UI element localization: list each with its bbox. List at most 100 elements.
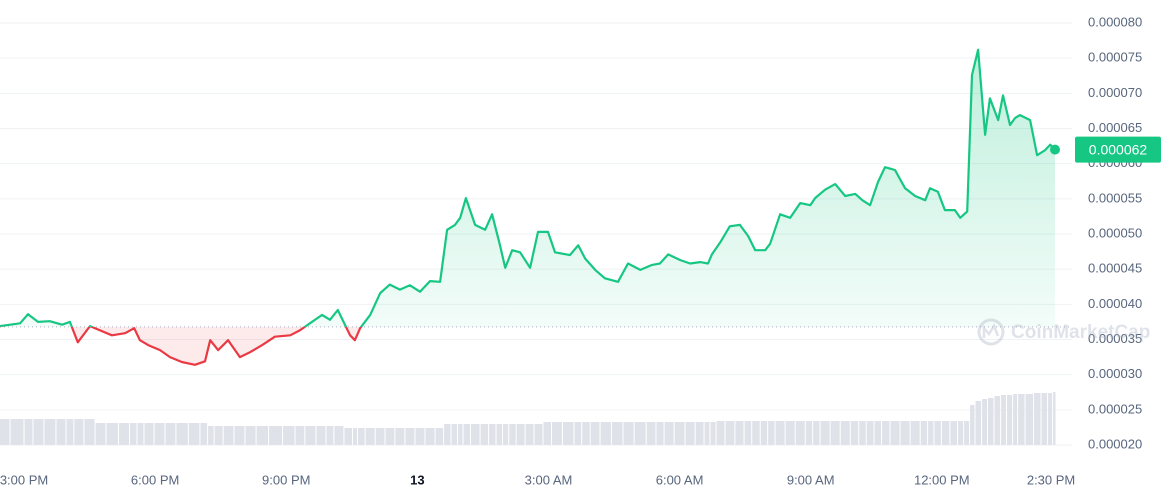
watermark-logo-mark — [982, 323, 1000, 338]
y-tick-label: 0.000035 — [1088, 331, 1142, 346]
y-tick-label: 0.000065 — [1088, 120, 1142, 135]
volume-bar — [269, 426, 283, 445]
y-tick-label: 0.000070 — [1088, 85, 1142, 100]
volume-bar — [200, 423, 208, 445]
volume-bar — [56, 419, 66, 445]
volume-bar — [66, 419, 74, 445]
volume-bar — [820, 421, 830, 445]
y-tick-label: 0.000050 — [1088, 225, 1142, 240]
price-line-up — [0, 48, 1056, 327]
volume-bar — [859, 421, 866, 445]
volume-bar — [590, 422, 600, 445]
volume-bar — [695, 422, 704, 445]
volume-bar — [685, 422, 695, 445]
volume-bar — [600, 422, 611, 445]
y-tick-label: 0.000075 — [1088, 50, 1142, 65]
volume-bar — [950, 421, 958, 445]
volume-bar — [458, 424, 463, 445]
volume-bar — [611, 422, 623, 445]
volume-bar — [1025, 394, 1034, 445]
volume-bar — [385, 428, 395, 445]
volume-bar — [562, 422, 574, 445]
volume-bar — [920, 421, 928, 445]
volume-bar — [1018, 394, 1025, 445]
volume-bar — [463, 424, 470, 445]
volume-bar — [704, 422, 710, 445]
y-tick-label: 0.000030 — [1088, 366, 1142, 381]
volume-bar — [970, 405, 975, 445]
volume-bar — [44, 419, 56, 445]
volume-bar — [574, 422, 582, 445]
volume-bar — [928, 421, 934, 445]
volume-bar — [768, 421, 775, 445]
volume-bar — [785, 421, 795, 445]
volume-bar — [352, 428, 357, 445]
volume-bar — [256, 426, 269, 445]
volume-bar — [444, 424, 451, 445]
volume-bar — [316, 426, 326, 445]
volume-bar — [900, 421, 910, 445]
volume-bar — [144, 423, 154, 445]
volume-bar — [1053, 392, 1056, 445]
volume-bar — [405, 428, 415, 445]
volume-bar — [664, 422, 674, 445]
volume-bar — [480, 424, 489, 445]
volume-bar — [1006, 395, 1013, 445]
volume-bar — [1034, 393, 1041, 445]
volume-bar — [805, 421, 813, 445]
watermark: CoinMarketCap — [977, 318, 1150, 346]
y-tick-label: 0.000020 — [1088, 436, 1142, 451]
volume-bar — [866, 421, 874, 445]
volume-bar — [760, 421, 768, 445]
volume-bar — [130, 423, 137, 445]
volume-bar — [941, 421, 950, 445]
volume-bar — [725, 421, 735, 445]
volume-bar — [365, 428, 375, 445]
y-tick-label: 0.000025 — [1088, 401, 1142, 416]
volume-bar — [795, 421, 805, 445]
volume-bar — [425, 428, 435, 445]
y-tick-label: 0.000080 — [1088, 14, 1142, 29]
x-tick-label: 9:00 PM — [262, 472, 310, 487]
volume-bar — [245, 426, 256, 445]
volume-bar — [987, 398, 994, 445]
volume-bar — [881, 421, 890, 445]
volume-bar — [582, 422, 590, 445]
y-tick-label: 0.000040 — [1088, 296, 1142, 311]
volume-bar — [137, 423, 144, 445]
volume-bar — [33, 419, 44, 445]
x-tick-label: 6:00 PM — [131, 472, 179, 487]
volume-bar — [326, 426, 334, 445]
volume-bar — [634, 422, 646, 445]
volume-bar — [24, 419, 33, 445]
volume-bar — [516, 424, 525, 445]
volume-bar — [489, 424, 496, 445]
volume-bar — [775, 421, 785, 445]
volume-bar — [154, 423, 165, 445]
volume-bar — [890, 421, 900, 445]
volume-bar — [214, 426, 223, 445]
volume-bar — [305, 426, 316, 445]
x-tick-label: 2:30 PM — [1027, 472, 1075, 487]
volume-bar — [283, 426, 295, 445]
volume-bar — [1041, 393, 1048, 445]
volume-bar — [509, 424, 516, 445]
area-up — [0, 49, 1055, 327]
volume-bar — [813, 421, 820, 445]
volume-bar — [375, 428, 385, 445]
y-tick-label: 0.000055 — [1088, 190, 1142, 205]
volume-bar — [188, 423, 200, 445]
volume-bar — [982, 399, 987, 445]
volume-bar — [964, 421, 970, 445]
volume-bar — [543, 422, 552, 445]
volume-bar — [735, 421, 744, 445]
volume-bar — [503, 424, 509, 445]
volume-bar — [534, 424, 543, 445]
y-tick-label: 0.000045 — [1088, 261, 1142, 276]
volume-bar — [415, 428, 425, 445]
volume-bar — [0, 419, 10, 445]
volume-bar — [994, 396, 1001, 445]
volume-bar — [934, 421, 941, 445]
volume-bar — [10, 419, 24, 445]
x-tick-label: 3:00 AM — [525, 472, 573, 487]
